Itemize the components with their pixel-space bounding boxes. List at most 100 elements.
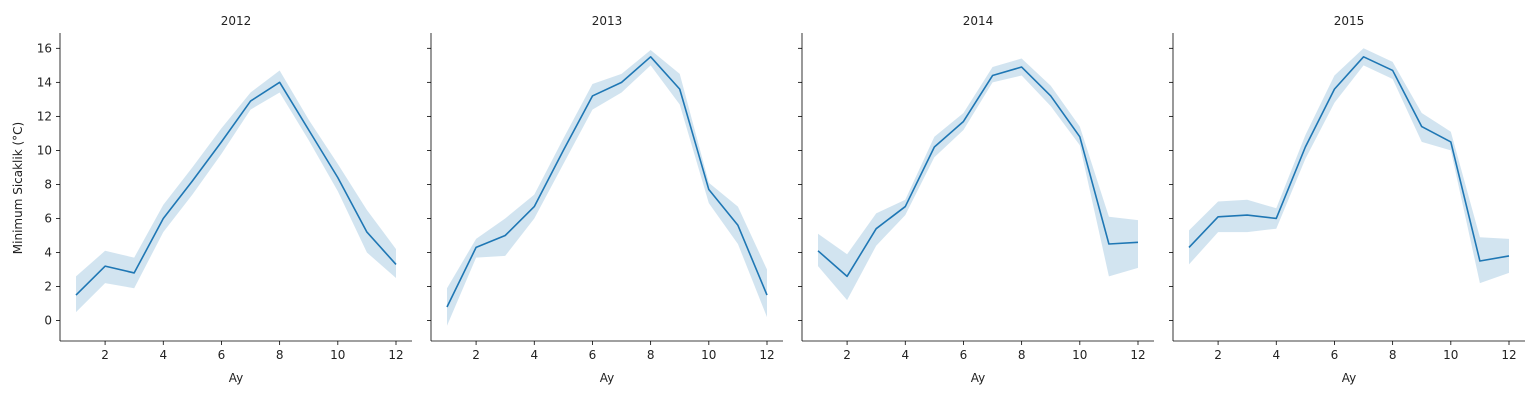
data-point (1049, 94, 1053, 98)
panel-2013: 2 4 6 8 10 12 2013 Ay (427, 14, 783, 385)
x-tick-label: 6 (218, 348, 226, 362)
y-tick-label: 0 (44, 314, 52, 328)
data-point (445, 305, 449, 309)
panel-2012: 2 4 6 8 10 12 0 2 4 6 8 10 12 14 16 2012 Ay (37, 14, 412, 385)
data-point (336, 176, 340, 180)
data-point (132, 271, 136, 275)
data-point (474, 245, 478, 249)
x-tick-label: 4 (1272, 348, 1280, 362)
data-point (1020, 65, 1024, 69)
data-point (1507, 254, 1511, 258)
series-line (817, 66, 1139, 278)
series-line (1188, 56, 1510, 262)
panel-title: 2013 (592, 14, 623, 28)
panel-title: 2015 (1334, 14, 1365, 28)
x-axis-label: Ay (229, 371, 244, 385)
data-point (1187, 245, 1191, 249)
data-point (1136, 240, 1140, 244)
x-axis-label: Ay (1342, 371, 1357, 385)
y-tick-label: 2 (44, 280, 52, 294)
data-point (903, 205, 907, 209)
data-point (620, 80, 624, 84)
x-tick-label: 2 (472, 348, 480, 362)
x-tick-label: 2 (101, 348, 109, 362)
y-tick-label: 10 (37, 143, 52, 157)
data-point (307, 128, 311, 132)
y-tick-label: 8 (44, 177, 52, 191)
panel-2014: 2 4 6 8 10 12 2014 Ay (798, 14, 1154, 385)
data-point (736, 223, 740, 227)
data-point (278, 80, 282, 84)
data-point (219, 140, 223, 144)
data-point (1391, 68, 1395, 72)
x-tick-label: 10 (1072, 348, 1087, 362)
data-point (74, 293, 78, 297)
data-point (590, 94, 594, 98)
data-point (649, 55, 653, 59)
x-tick-label: 8 (1389, 348, 1397, 362)
x-tick-label: 4 (530, 348, 538, 362)
data-point (961, 119, 965, 123)
data-point (874, 227, 878, 231)
x-tick-label: 6 (589, 348, 597, 362)
x-tick-label: 6 (1331, 348, 1339, 362)
data-point (1274, 216, 1278, 220)
data-point (932, 145, 936, 149)
data-point (707, 188, 711, 192)
series-line (446, 56, 768, 308)
data-point (561, 148, 565, 152)
confidence-band (1189, 48, 1509, 284)
x-axis-label: Ay (600, 371, 615, 385)
data-point (1078, 135, 1082, 139)
data-point (394, 262, 398, 266)
confidence-band (447, 50, 767, 326)
data-point (991, 74, 995, 78)
data-point (161, 216, 165, 220)
x-tick-label: 2 (1214, 348, 1222, 362)
x-tick-label: 8 (276, 348, 284, 362)
y-tick-label: 16 (37, 41, 52, 55)
panel-2015: 2 4 6 8 10 12 2015 Ay (1169, 14, 1525, 385)
data-point (1107, 242, 1111, 246)
series-line (75, 81, 397, 296)
data-point (532, 205, 536, 209)
x-tick-label: 8 (647, 348, 655, 362)
data-point (1245, 213, 1249, 217)
data-point (103, 264, 107, 268)
data-point (678, 87, 682, 91)
x-tick-label: 10 (701, 348, 716, 362)
y-tick-label: 4 (44, 246, 52, 260)
y-tick-label: 12 (37, 109, 52, 123)
panel-title: 2014 (963, 14, 994, 28)
data-point (845, 274, 849, 278)
data-point (1332, 87, 1336, 91)
data-point (190, 179, 194, 183)
chart-panels: 2 4 6 8 10 12 0 2 4 6 8 10 12 14 16 2012 Ay 2 4 6 8 10 12 2013 A… (37, 14, 1525, 385)
x-tick-label: 2 (843, 348, 851, 362)
data-point (765, 293, 769, 297)
y-axis-label: Minimum Sicaklik (°C) (11, 122, 25, 254)
data-point (1420, 125, 1424, 129)
x-axis-label: Ay (971, 371, 986, 385)
data-point (503, 234, 507, 238)
x-tick-label: 10 (330, 348, 345, 362)
confidence-band (818, 58, 1138, 301)
x-tick-label: 4 (159, 348, 167, 362)
x-tick-label: 8 (1018, 348, 1026, 362)
data-point (816, 249, 820, 253)
data-point (1303, 145, 1307, 149)
data-point (1216, 215, 1220, 219)
x-tick-label: 10 (1443, 348, 1458, 362)
x-tick-label: 4 (901, 348, 909, 362)
data-point (249, 99, 253, 103)
x-tick-label: 12 (1130, 348, 1145, 362)
data-point (1449, 140, 1453, 144)
confidence-band (76, 70, 396, 313)
data-point (365, 230, 369, 234)
x-tick-label: 12 (1501, 348, 1516, 362)
data-point (1362, 55, 1366, 59)
x-tick-label: 12 (759, 348, 774, 362)
y-tick-label: 14 (37, 75, 52, 89)
data-point (1478, 259, 1482, 263)
